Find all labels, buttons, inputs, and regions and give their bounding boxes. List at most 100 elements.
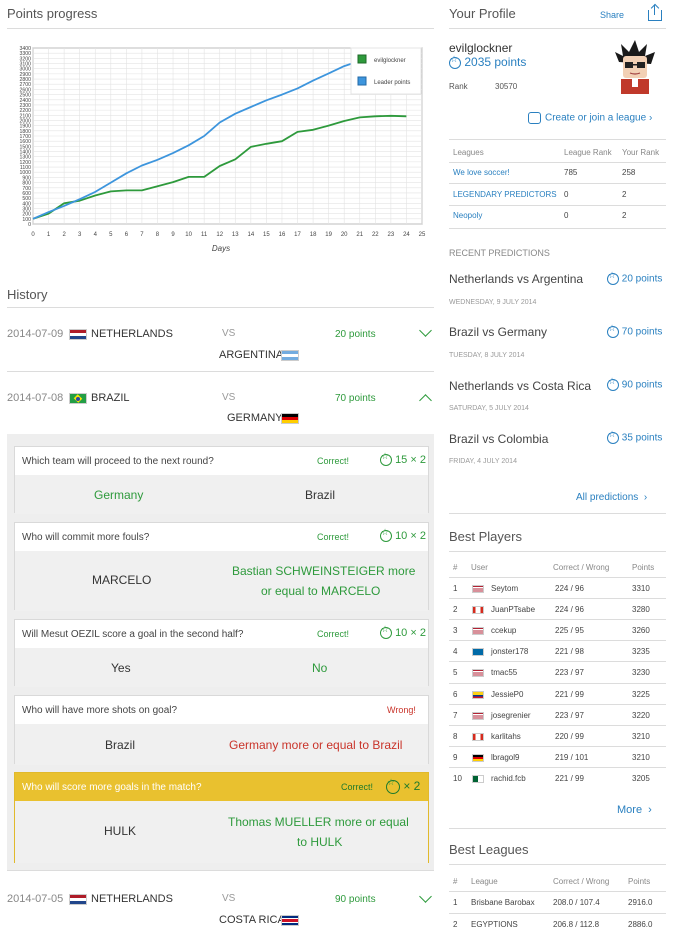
player-row[interactable]: 5 tmac55 223 / 97 3230 — [449, 661, 666, 682]
result-status: Correct! — [317, 532, 350, 542]
player-row[interactable]: 7 josegrenier 223 / 97 3220 — [449, 703, 666, 725]
share-link[interactable]: Share — [600, 10, 625, 20]
your-rank: 2 — [622, 211, 627, 220]
answer-selected: No — [312, 661, 328, 675]
answer-other: HULK — [104, 824, 137, 838]
y-tick-label: 600 — [22, 191, 31, 197]
recent-date: FRIDAY, 4 JULY 2014 — [449, 458, 517, 465]
y-tick-label: 3100 — [19, 62, 31, 68]
match-points: 20 points — [335, 329, 376, 340]
y-tick-label: 2000 — [19, 118, 31, 124]
star-icon — [607, 271, 619, 285]
star-icon — [380, 528, 392, 543]
player-points: 3210 — [632, 731, 650, 741]
match-date: 2014-07-05 — [7, 893, 64, 905]
chevron-down-icon[interactable] — [419, 890, 432, 903]
col-user: User — [471, 563, 488, 572]
us-flag-icon — [472, 711, 484, 720]
se-flag-icon — [472, 648, 484, 657]
question-text: Who will have more shots on goal? — [22, 705, 178, 716]
brazil-flag-icon — [69, 393, 87, 404]
username: evilglockner — [449, 41, 513, 55]
multiplier: × 2 — [403, 779, 421, 793]
profile-points: 2035 points — [464, 55, 527, 69]
player-row[interactable]: 8 karlitahs 220 / 99 3210 — [449, 724, 666, 746]
series-line-leader — [32, 51, 407, 220]
col-points: Points — [628, 877, 651, 886]
more-players-link[interactable]: More › — [617, 804, 652, 816]
league-row-name[interactable]: EGYPTIONS — [471, 920, 518, 929]
answer-selected: Germany more or equal to Brazil — [229, 738, 403, 752]
x-tick-label: 24 — [403, 232, 410, 238]
ca-flag-icon — [472, 606, 484, 615]
league-row-name[interactable]: Brisbane Barobax — [471, 898, 535, 907]
chevron-up-icon[interactable] — [419, 394, 432, 407]
player-row[interactable]: 6 JessieP0 221 / 99 3225 — [449, 682, 666, 704]
x-tick-label: 16 — [279, 232, 286, 238]
all-predictions-link[interactable]: All predictions › — [576, 492, 648, 503]
league-link[interactable]: We love soccer! — [453, 168, 510, 177]
co-flag-icon — [472, 690, 484, 699]
share-icon[interactable] — [648, 3, 662, 21]
player-points: 3230 — [632, 668, 650, 678]
player-correct-wrong: 224 / 96 — [555, 605, 584, 615]
league-link[interactable]: LEGENDARY PREDICTORS — [453, 190, 557, 199]
x-tick-label: 12 — [216, 232, 223, 238]
y-tick-label: 1700 — [19, 134, 31, 140]
rank-label: Rank — [449, 82, 468, 91]
player-username: josegrenier — [491, 710, 531, 720]
vs-label: VS — [222, 328, 236, 339]
y-tick-label: 2400 — [19, 98, 31, 104]
y-tick-label: 500 — [22, 196, 31, 202]
player-points: 3310 — [632, 584, 650, 593]
y-tick-label: 2500 — [19, 93, 31, 99]
player-row[interactable]: 4 jonster178 221 / 98 3235 — [449, 640, 666, 661]
avatar[interactable] — [609, 38, 661, 94]
recent-match: Brazil vs Germany — [449, 325, 548, 339]
home-team: NETHERLANDS — [91, 893, 173, 905]
player-row[interactable]: 1 Seytom 224 / 96 3310 — [449, 577, 666, 598]
match-date: 2014-07-08 — [7, 392, 64, 404]
player-username: lbragol9 — [491, 752, 520, 762]
your-rank: 258 — [622, 168, 636, 177]
result-status: Correct! — [317, 456, 350, 466]
player-row[interactable]: 3 ccekup 225 / 95 3260 — [449, 619, 666, 640]
x-tick-label: 19 — [325, 232, 332, 238]
y-tick-label: 2200 — [19, 108, 31, 114]
recent-date: TUESDAY, 8 JULY 2014 — [449, 352, 525, 359]
player-rank: 3 — [453, 626, 458, 636]
x-tick-label: 0 — [31, 232, 35, 238]
y-tick-label: 800 — [22, 181, 31, 187]
chevron-down-icon[interactable] — [419, 324, 432, 337]
player-username: ccekup — [491, 626, 517, 636]
player-rank: 7 — [453, 710, 458, 720]
league-rank: 0 — [564, 211, 569, 220]
player-rank: 2 — [453, 605, 458, 615]
player-row[interactable]: 10 rachid.fcb 221 / 99 3205 — [449, 766, 666, 788]
league-link[interactable]: Neopoly — [453, 211, 483, 220]
y-tick-label: 3200 — [19, 56, 31, 62]
us-flag-icon — [472, 627, 484, 636]
ca-flag-icon — [472, 732, 484, 741]
player-row[interactable]: 9 lbragol9 219 / 101 3210 — [449, 745, 666, 767]
question-card-5: Who will score more goals in the match? … — [14, 772, 429, 863]
answer-other: MARCELO — [92, 573, 152, 587]
x-tick-label: 13 — [232, 232, 239, 238]
away-team: COSTA RICA — [219, 914, 285, 926]
y-tick-label: 1900 — [19, 124, 31, 130]
chart-legend: evilglockner Leader points — [350, 47, 422, 95]
player-points: 3280 — [632, 605, 650, 615]
player-row[interactable]: 2 JuanPTsabe 224 / 96 3280 — [449, 598, 666, 619]
create-league-link[interactable]: Create or join a league › — [528, 112, 652, 124]
answer-selected-line1: Bastian SCHWEINSTEIGER more — [232, 564, 416, 578]
x-tick-label: 23 — [388, 232, 395, 238]
player-username: tmac55 — [491, 668, 518, 678]
history-title: History — [7, 287, 48, 302]
question-text: Who will commit more fouls? — [22, 532, 150, 543]
x-tick-label: 3 — [78, 232, 82, 238]
y-tick-label: 2300 — [19, 103, 31, 109]
your-rank: 2 — [622, 190, 627, 199]
match-points: 90 points — [335, 894, 376, 905]
question-card-2: Who will commit more fouls? Correct! 10 … — [14, 522, 429, 611]
recent-points: 90 points — [621, 379, 663, 391]
